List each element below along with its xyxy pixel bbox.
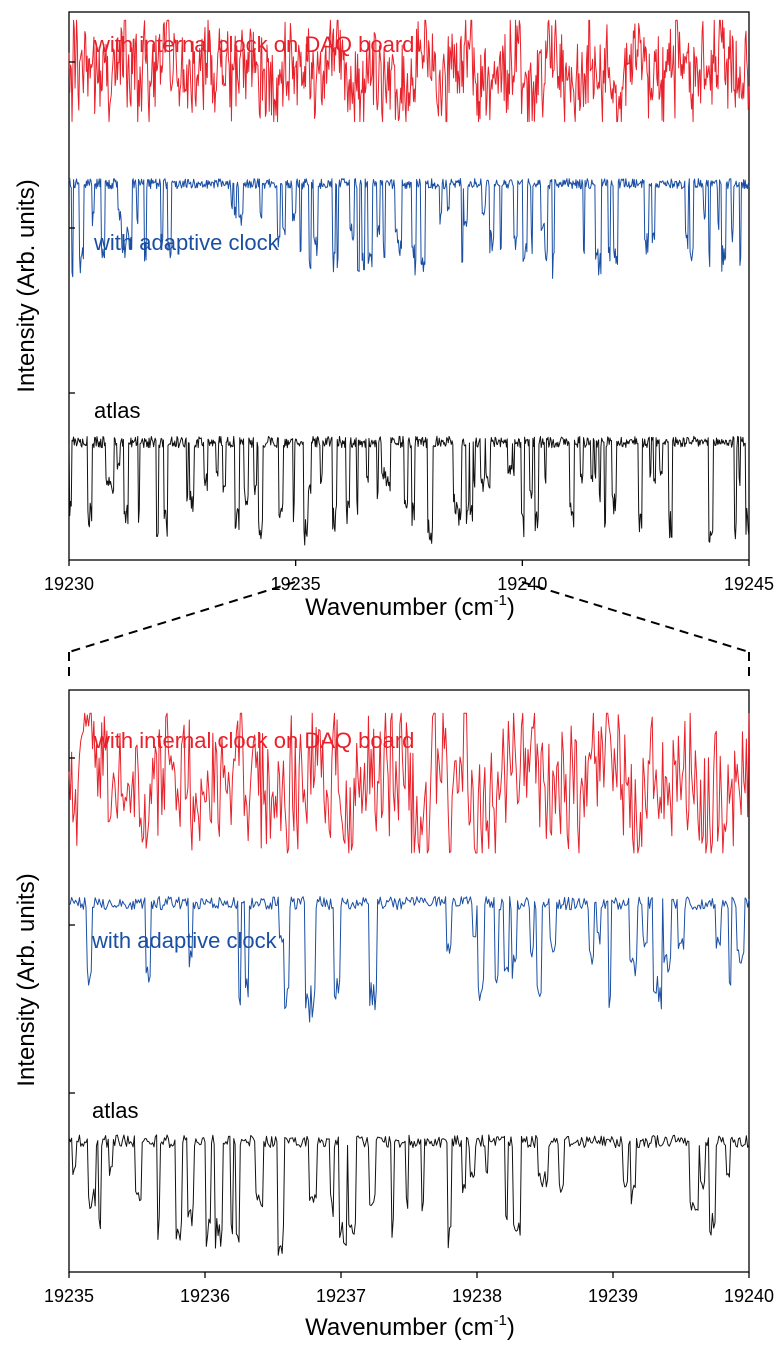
top-x-axis-label-end: ) (507, 594, 515, 621)
top-axis-ticks: 19230 19235 19240 19245 (44, 61, 774, 594)
bottom-series-label-internal: with internal clock on DAQ board (93, 728, 414, 753)
bottom-x-axis-label-end: ) (507, 1314, 515, 1341)
bottom-series-label-atlas: atlas (92, 1098, 138, 1123)
series-line-adaptive-clock (68, 177, 750, 279)
top-x-axis-label: Wavenumber (cm-1) (305, 592, 515, 621)
top-y-axis-label: Intensity (Arb. units) (13, 179, 40, 392)
top-series-label-adaptive: with adaptive clock (93, 230, 280, 255)
x-tick-label: 19230 (44, 574, 94, 594)
x-tick-label: 19237 (316, 1286, 366, 1306)
x-tick-label: 19235 (44, 1286, 94, 1306)
zoom-connector-right (521, 581, 750, 653)
bottom-plot-frame (68, 689, 750, 1273)
x-tick-label: 19240 (724, 1286, 774, 1306)
bottom-x-axis-label: Wavenumber (cm-1) (305, 1312, 515, 1341)
bottom-x-axis-label-main: Wavenumber (cm (305, 1314, 493, 1341)
top-series-label-atlas: atlas (94, 398, 140, 423)
bottom-y-axis-label: Intensity (Arb. units) (13, 873, 40, 1086)
top-series-label-internal: with internal clock on DAQ board (93, 32, 414, 57)
bottom-traces (68, 712, 750, 1256)
top-plot-frame (68, 11, 750, 561)
x-tick-label: 19245 (724, 574, 774, 594)
zoom-connector-left (68, 581, 296, 653)
bottom-panel: 19235 19236 19237 19238 19239 19240 with inte… (13, 689, 774, 1341)
zoom-connectors (68, 581, 750, 682)
top-x-axis-label-sup: -1 (494, 592, 507, 609)
x-tick-label: 19240 (497, 574, 547, 594)
x-tick-label: 19238 (452, 1286, 502, 1306)
x-tick-label: 19239 (588, 1286, 638, 1306)
series-line-atlas (68, 435, 750, 546)
top-traces (68, 19, 750, 546)
x-tick-label: 19236 (180, 1286, 230, 1306)
x-tick-label: 19235 (271, 574, 321, 594)
bottom-axis-ticks: 19235 19236 19237 19238 19239 19240 (44, 757, 774, 1306)
top-panel: 19230 19235 19240 19245 with internal clock… (13, 11, 774, 621)
series-line-internal-clock (68, 19, 750, 123)
bottom-series-label-adaptive: with adaptive clock (91, 928, 278, 953)
top-x-axis-label-main: Wavenumber (cm (305, 594, 493, 621)
bottom-x-axis-label-sup: -1 (494, 1312, 507, 1329)
series-line-internal-clock (68, 712, 750, 854)
series-line-atlas (68, 1134, 750, 1256)
series-line-adaptive-clock (68, 896, 750, 1023)
